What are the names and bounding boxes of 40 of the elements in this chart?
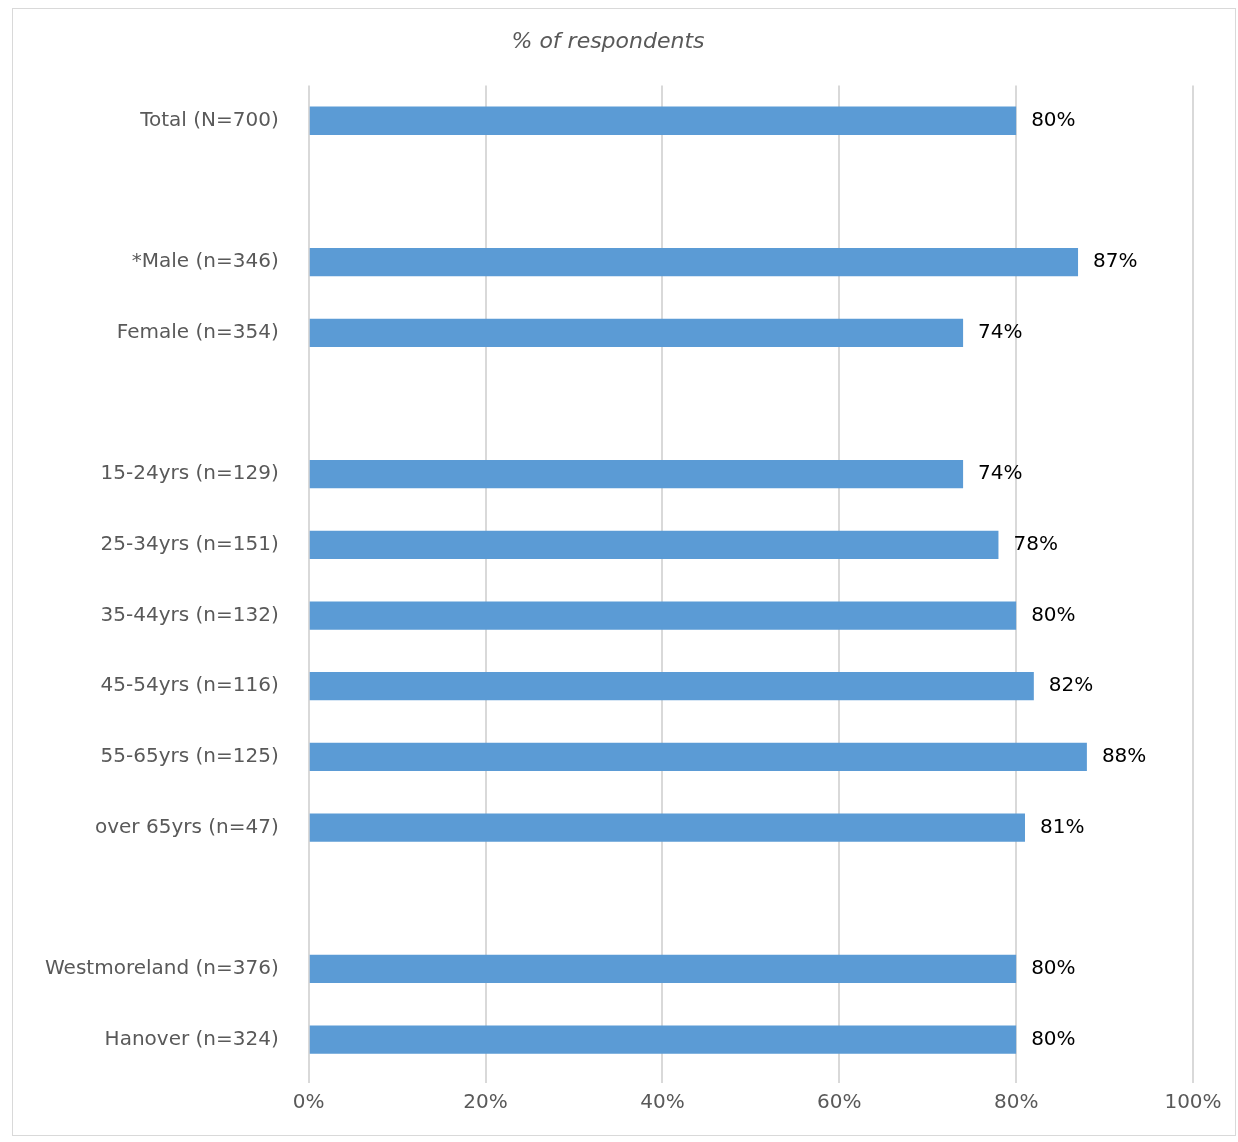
bar: [309, 460, 964, 489]
data-label: 81%: [1039, 813, 1085, 838]
x-tick-label: 60%: [817, 1089, 862, 1114]
y-tick-label: 45-54yrs (n=116): [100, 672, 279, 697]
data-label: 74%: [978, 460, 1023, 485]
x-tick-label: 20%: [463, 1089, 508, 1114]
x-tick-label: 0%: [292, 1089, 325, 1114]
bar: [309, 318, 964, 347]
y-tick-label: Hanover (n=324): [104, 1025, 279, 1050]
y-tick-label: *Male (n=346): [131, 248, 279, 273]
bar: [309, 742, 1087, 772]
bar: [309, 1025, 1017, 1054]
x-tick-label: 100%: [1164, 1089, 1222, 1114]
y-tick-label: 35-44yrs (n=132): [100, 601, 279, 626]
bar: [309, 247, 1079, 277]
bar: [309, 530, 999, 559]
data-label: 80%: [1031, 106, 1076, 131]
data-label: 80%: [1031, 955, 1076, 980]
y-tick-label: 25-34yrs (n=151): [100, 531, 279, 556]
data-label: 80%: [1031, 1025, 1076, 1050]
y-tick-label: 15-24yrs (n=129): [100, 460, 279, 485]
data-label: 80%: [1031, 601, 1076, 626]
y-tick-label: Westmoreland (n=376): [45, 955, 279, 980]
chart-title: % of respondents: [511, 27, 705, 53]
bar: [309, 672, 1034, 701]
data-label: 87%: [1093, 248, 1138, 273]
data-label: 88%: [1101, 743, 1147, 768]
data-label: 82%: [1048, 672, 1094, 697]
data-label: 78%: [1013, 531, 1058, 556]
bar: [309, 954, 1017, 984]
y-tick-label: Female (n=354): [116, 319, 279, 343]
x-tick-label: 80%: [993, 1089, 1039, 1114]
y-tick-label: 55-65yrs (n=125): [100, 743, 279, 768]
bar: [309, 813, 1025, 842]
y-tick-label: over 65yrs (n=47): [95, 813, 279, 838]
bar: [309, 601, 1017, 630]
bar: [309, 106, 1017, 135]
y-tick-label: Total (N=700): [139, 106, 279, 131]
x-tick-label: 40%: [640, 1089, 685, 1114]
data-label: 74%: [978, 319, 1023, 343]
